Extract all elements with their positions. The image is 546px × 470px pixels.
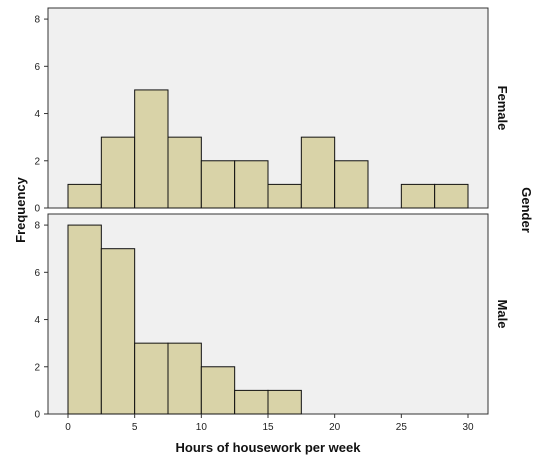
histogram-bar <box>67 183 102 209</box>
y-tick-label: 6 <box>34 268 40 279</box>
histogram-bar <box>167 136 202 209</box>
x-tick-label: 10 <box>196 422 208 433</box>
histogram-bar <box>334 160 369 209</box>
histogram-bar <box>167 342 202 415</box>
histogram-bar <box>234 160 269 209</box>
histogram-bar <box>134 89 169 209</box>
x-tick-label: 30 <box>462 422 474 433</box>
histogram-bar <box>267 389 302 415</box>
histogram-bar <box>400 183 436 209</box>
x-tick-label: 0 <box>65 422 71 433</box>
y-tick-label: 2 <box>34 362 40 373</box>
y-axis-title: Frequency <box>13 176 28 243</box>
x-tick-label: 20 <box>329 422 341 433</box>
x-axis: 0 5 10 15 20 25 30 <box>65 414 474 433</box>
x-tick-label: 25 <box>396 422 408 433</box>
histogram-bar <box>200 366 236 415</box>
histogram-bar <box>100 248 136 415</box>
panel-female: 0 2 4 6 8 Female <box>34 7 510 215</box>
facet-label-female: Female <box>495 86 510 131</box>
x-tick-label: 15 <box>262 422 274 433</box>
facet-label-male: Male <box>495 300 510 329</box>
histogram-bar <box>67 224 102 415</box>
histogram-bar <box>300 136 336 209</box>
histogram-bar <box>200 160 236 209</box>
y-tick-label: 4 <box>34 315 40 326</box>
y-tick-label: 4 <box>34 109 40 120</box>
y-tick-label: 8 <box>34 221 40 232</box>
y-tick-label: 2 <box>34 156 40 167</box>
chart-panels: 0 2 4 6 8 Female 0 2 4 6 8 Male <box>34 7 510 421</box>
x-tick-label: 5 <box>132 422 138 433</box>
histogram-bar <box>134 342 169 415</box>
panel-male: 0 2 4 6 8 Male <box>34 213 510 421</box>
histogram-bar <box>234 389 269 415</box>
histogram-bar <box>434 183 469 209</box>
facet-axis-title: Gender <box>519 187 534 233</box>
y-tick-label: 0 <box>34 410 40 421</box>
y-tick-label: 0 <box>34 204 40 215</box>
y-tick-label: 6 <box>34 62 40 73</box>
histogram-bar <box>267 183 302 209</box>
histogram-bar <box>100 136 136 209</box>
y-tick-label: 8 <box>34 15 40 26</box>
x-axis-title: Hours of housework per week <box>176 440 362 455</box>
